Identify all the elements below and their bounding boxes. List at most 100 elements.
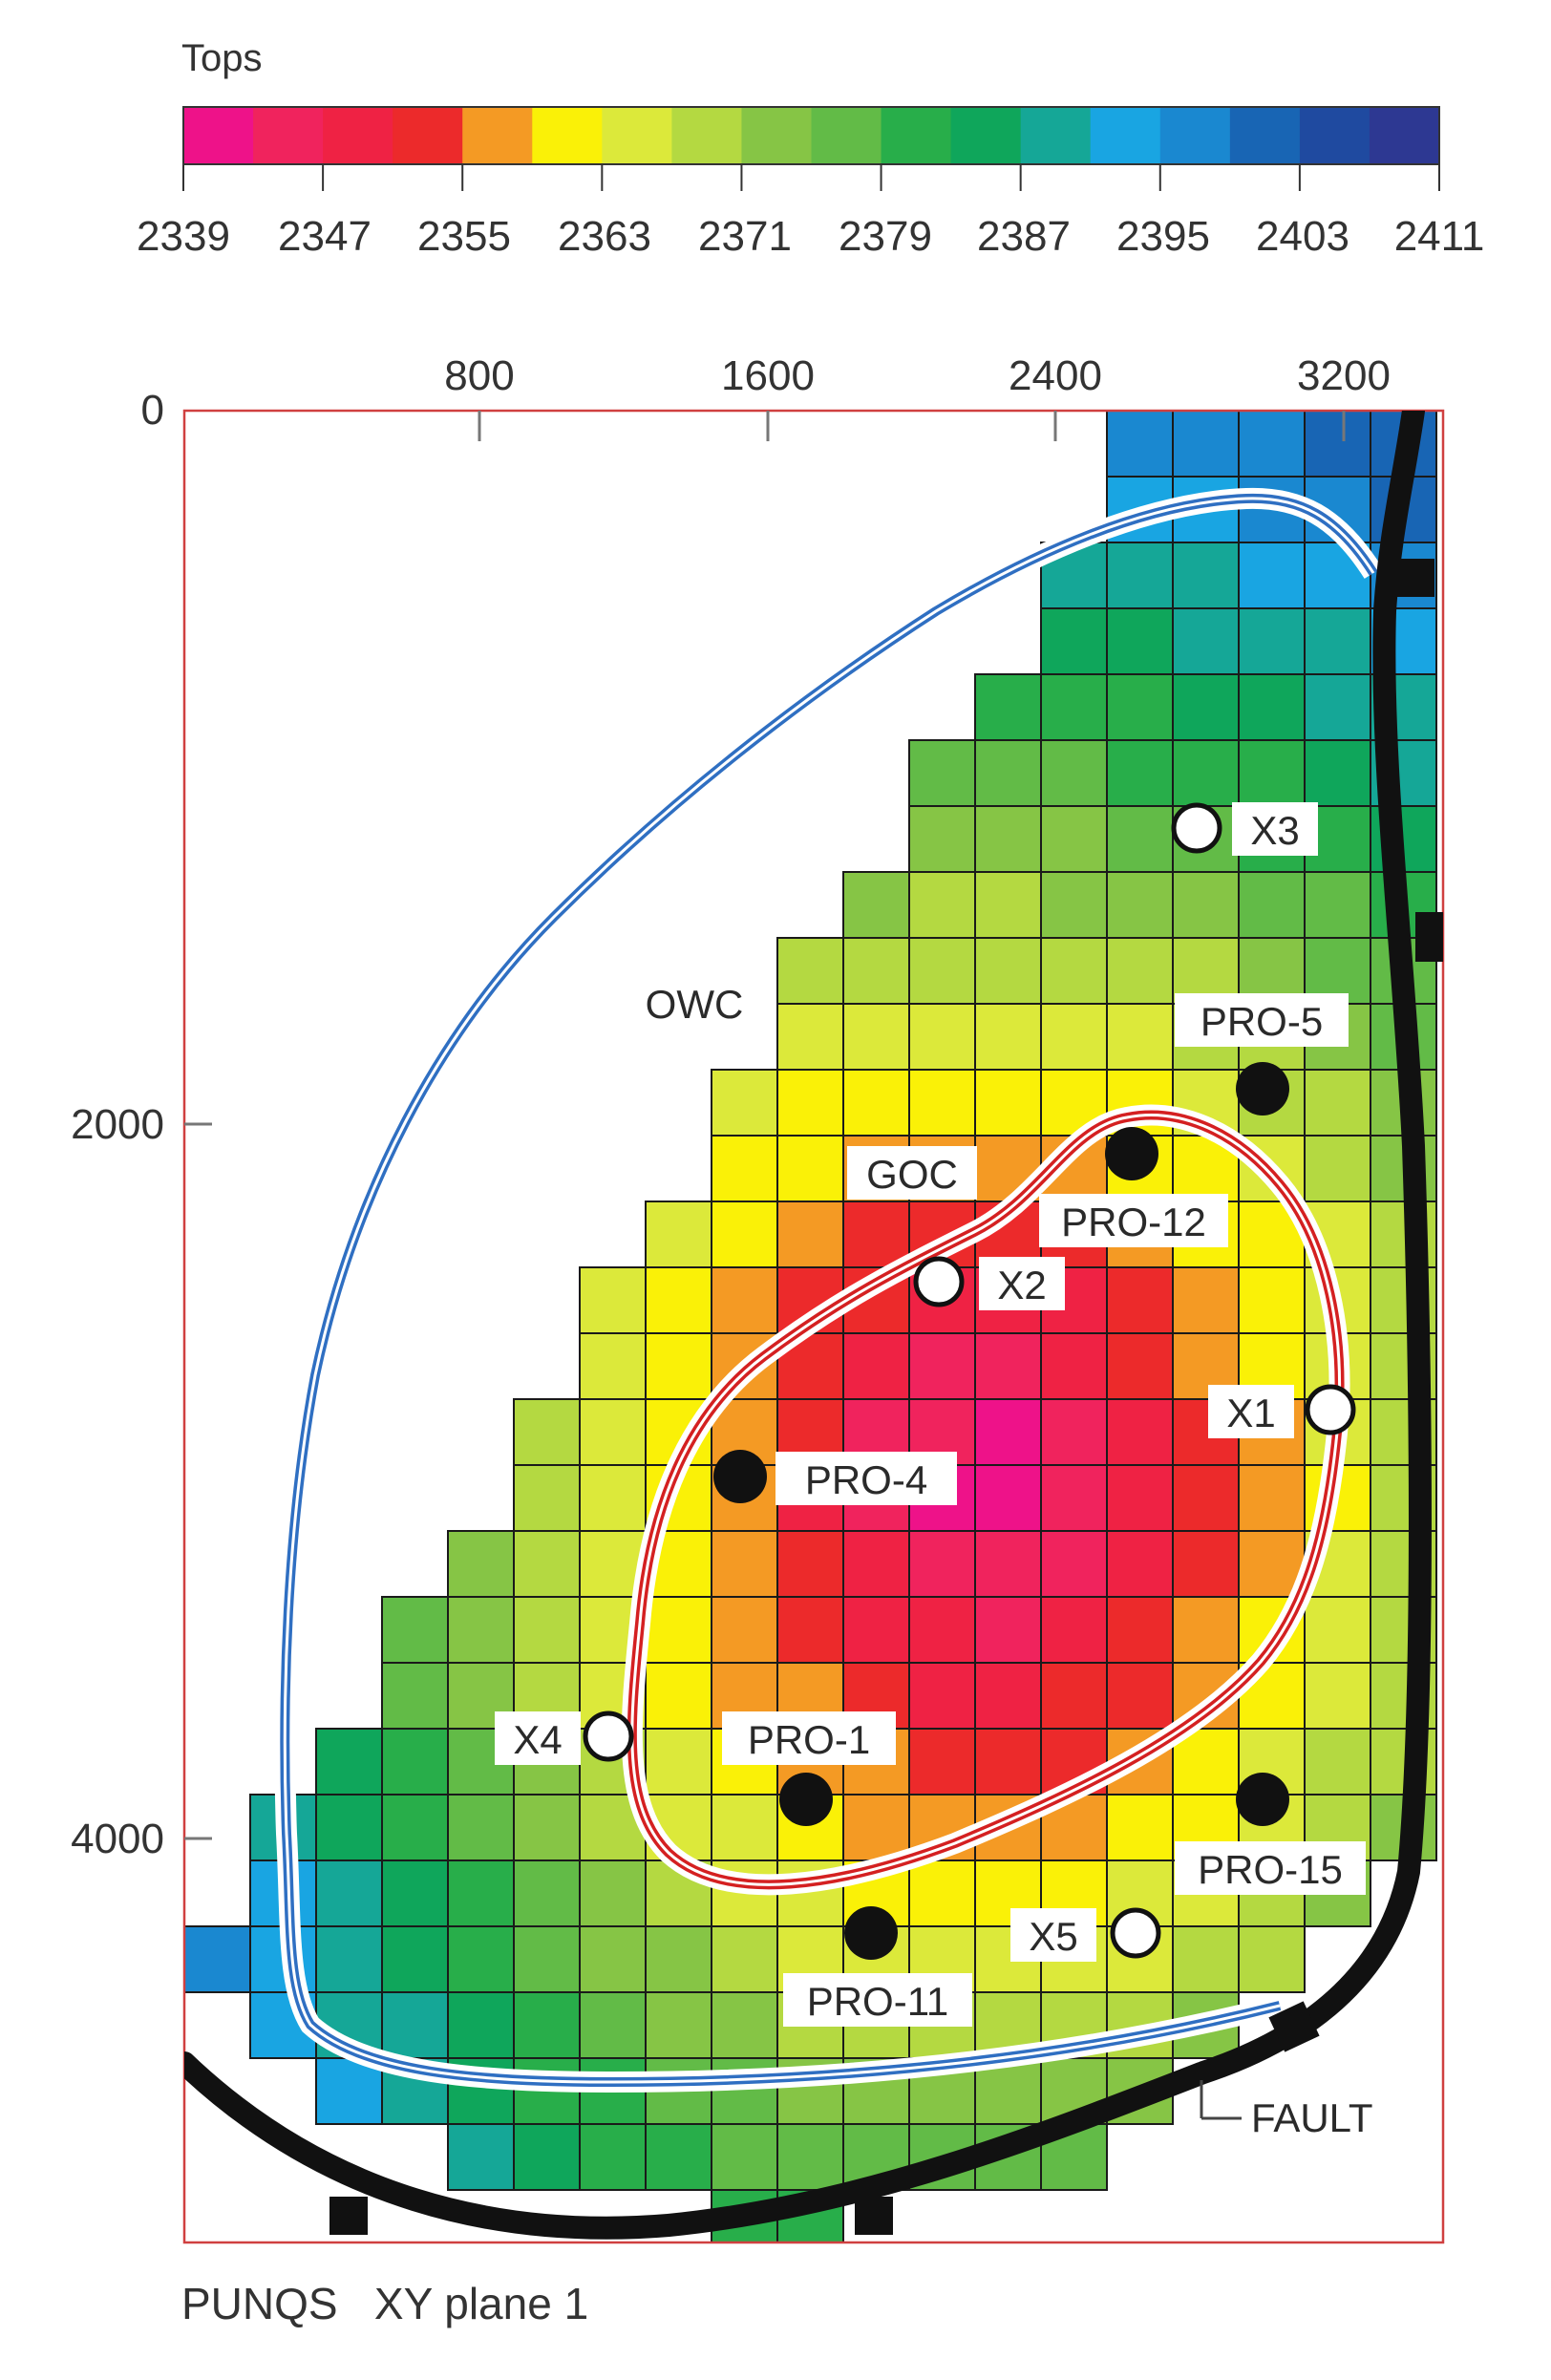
observation-well-x3[interactable] bbox=[1171, 802, 1222, 854]
well-label-pro-12: PRO-12 bbox=[1061, 1200, 1206, 1244]
grid-cell bbox=[842, 1201, 910, 1268]
grid-cell bbox=[645, 1728, 712, 1796]
goc-label-text: GOC bbox=[866, 1152, 958, 1197]
colorbar-swatch bbox=[811, 107, 882, 164]
well-label-pro-1: PRO-1 bbox=[748, 1717, 870, 1762]
observation-well-x4[interactable] bbox=[583, 1711, 634, 1762]
grid-cell bbox=[315, 1925, 383, 1993]
grid-cell bbox=[974, 1530, 1042, 1598]
well-label-x2: X2 bbox=[997, 1263, 1046, 1307]
grid-cell bbox=[513, 1991, 581, 2059]
colorbar-title: Tops bbox=[181, 37, 263, 79]
grid-cell bbox=[974, 673, 1042, 741]
grid-cell bbox=[1040, 1398, 1108, 1466]
grid-cell bbox=[645, 2123, 712, 2191]
grid-cell bbox=[1304, 673, 1371, 741]
grid-cell bbox=[1040, 739, 1108, 807]
producer-well-pro-11[interactable] bbox=[844, 1906, 898, 1960]
grid-cell bbox=[711, 1069, 778, 1137]
grid-cell bbox=[974, 1728, 1042, 1796]
grid-cell bbox=[908, 1530, 976, 1598]
producer-well-pro-15[interactable] bbox=[1236, 1773, 1289, 1826]
colorbar-swatch bbox=[1299, 107, 1370, 164]
grid-cell bbox=[1106, 739, 1174, 807]
producer-well-pro-1[interactable] bbox=[779, 1773, 833, 1826]
colorbar-swatch bbox=[1090, 107, 1161, 164]
grid-cell bbox=[447, 1596, 515, 1664]
grid-cell bbox=[974, 805, 1042, 873]
observation-well-x2[interactable] bbox=[913, 1256, 965, 1307]
grid-cell bbox=[513, 1398, 581, 1466]
grid-cell bbox=[1172, 871, 1240, 939]
grid-cell bbox=[513, 1464, 581, 1532]
grid-cell bbox=[1040, 1530, 1108, 1598]
grid-cell bbox=[711, 1530, 778, 1598]
grid-cell bbox=[711, 1135, 778, 1202]
well-label-x3: X3 bbox=[1250, 808, 1299, 853]
colorbar-swatch bbox=[602, 107, 672, 164]
colorbar-tick-label: 2339 bbox=[137, 213, 230, 260]
grid-cell bbox=[315, 1728, 383, 1796]
grid-cell bbox=[1238, 673, 1306, 741]
grid-cell bbox=[711, 2123, 778, 2191]
grid-cell bbox=[908, 937, 976, 1005]
grid-cell bbox=[908, 1596, 976, 1664]
grid-cell bbox=[1238, 607, 1306, 675]
grid-cell bbox=[1304, 739, 1371, 807]
grid-cell bbox=[1172, 607, 1240, 675]
grid-cell bbox=[1172, 673, 1240, 741]
colorbar-tick-label: 2395 bbox=[1116, 213, 1210, 260]
x-tick-label: 2400 bbox=[1009, 352, 1102, 399]
producer-well-pro-4[interactable] bbox=[713, 1450, 767, 1503]
grid-cell bbox=[974, 1332, 1042, 1400]
grid-cell bbox=[842, 1332, 910, 1400]
grid-cell bbox=[1106, 1662, 1174, 1730]
grid-cell bbox=[711, 1991, 778, 2059]
grid-cell bbox=[1172, 411, 1240, 478]
x-tick-label: 3200 bbox=[1297, 352, 1391, 399]
fault-label-text: FAULT bbox=[1251, 2095, 1373, 2140]
grid-cell bbox=[1304, 1596, 1371, 1664]
observation-well-x1[interactable] bbox=[1305, 1384, 1356, 1435]
grid-cell bbox=[513, 1596, 581, 1664]
x-tick-label: 800 bbox=[444, 352, 514, 399]
grid-cell bbox=[1304, 411, 1371, 478]
grid-cell bbox=[908, 805, 976, 873]
grid-cell bbox=[711, 1794, 778, 1861]
well-label-pro-4: PRO-4 bbox=[805, 1457, 927, 1502]
grid-cell bbox=[1106, 1596, 1174, 1664]
colorbar bbox=[182, 106, 1440, 165]
grid-cell bbox=[1238, 1464, 1306, 1532]
grid-cell bbox=[1040, 937, 1108, 1005]
producer-well-pro-12[interactable] bbox=[1105, 1127, 1158, 1180]
grid-cell bbox=[842, 937, 910, 1005]
grid-cell bbox=[645, 1925, 712, 1993]
grid-cell bbox=[1106, 1530, 1174, 1598]
colorbar-swatch bbox=[671, 107, 743, 164]
grid-cell bbox=[776, 1135, 844, 1202]
grid-cell bbox=[579, 1464, 647, 1532]
observation-well-x5[interactable] bbox=[1110, 1907, 1161, 1959]
y-tick-label: 2000 bbox=[71, 1101, 164, 1148]
grid-cell bbox=[1040, 1332, 1108, 1400]
grid-cell bbox=[974, 1398, 1042, 1466]
goc-contour bbox=[621, 1104, 1350, 1896]
grid-cell bbox=[381, 1794, 449, 1861]
colorbar-swatch bbox=[183, 107, 254, 164]
grid-cell bbox=[381, 1859, 449, 1927]
producer-well-pro-5[interactable] bbox=[1236, 1062, 1289, 1116]
grid-cell bbox=[974, 1003, 1042, 1071]
grid-cell bbox=[579, 2123, 647, 2191]
grid-cell bbox=[1172, 937, 1240, 1005]
colorbar-swatch bbox=[1159, 107, 1231, 164]
grid-cell bbox=[1238, 1925, 1306, 1993]
grid-cell bbox=[974, 871, 1042, 939]
grid-cell bbox=[1106, 1794, 1174, 1861]
grid-cell bbox=[1238, 1266, 1306, 1334]
grid-cell bbox=[974, 1596, 1042, 1664]
colorbar-swatch bbox=[1229, 107, 1301, 164]
grid-cell bbox=[645, 1266, 712, 1334]
grid-cell bbox=[1040, 871, 1108, 939]
grid-cell bbox=[776, 2123, 844, 2191]
grid-cell bbox=[1040, 1003, 1108, 1071]
